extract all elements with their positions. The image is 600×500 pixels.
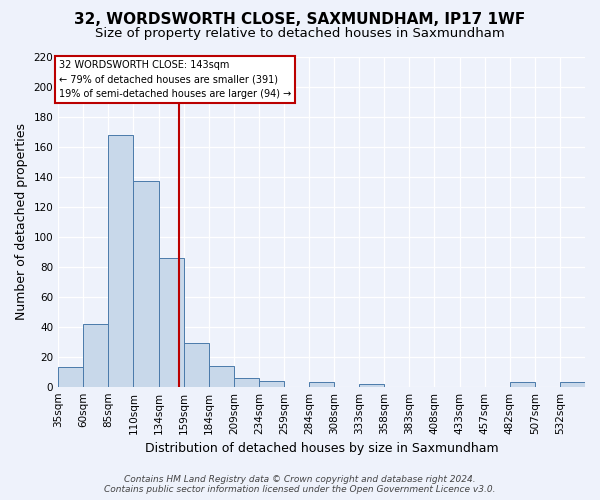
Bar — [158, 258, 184, 386]
Bar — [234, 378, 259, 386]
Bar — [510, 382, 535, 386]
Bar — [58, 367, 83, 386]
Text: Contains HM Land Registry data © Crown copyright and database right 2024.
Contai: Contains HM Land Registry data © Crown c… — [104, 474, 496, 494]
Bar — [109, 134, 133, 386]
Bar — [209, 366, 234, 386]
Y-axis label: Number of detached properties: Number of detached properties — [15, 123, 28, 320]
Text: Size of property relative to detached houses in Saxmundham: Size of property relative to detached ho… — [95, 28, 505, 40]
Bar — [133, 181, 158, 386]
Text: 32, WORDSWORTH CLOSE, SAXMUNDHAM, IP17 1WF: 32, WORDSWORTH CLOSE, SAXMUNDHAM, IP17 1… — [74, 12, 526, 28]
X-axis label: Distribution of detached houses by size in Saxmundham: Distribution of detached houses by size … — [145, 442, 499, 455]
Bar — [359, 384, 385, 386]
Bar — [83, 324, 109, 386]
Bar — [184, 343, 209, 386]
Bar — [560, 382, 585, 386]
Text: 32 WORDSWORTH CLOSE: 143sqm
← 79% of detached houses are smaller (391)
19% of se: 32 WORDSWORTH CLOSE: 143sqm ← 79% of det… — [59, 60, 292, 99]
Bar — [259, 380, 284, 386]
Bar — [309, 382, 334, 386]
